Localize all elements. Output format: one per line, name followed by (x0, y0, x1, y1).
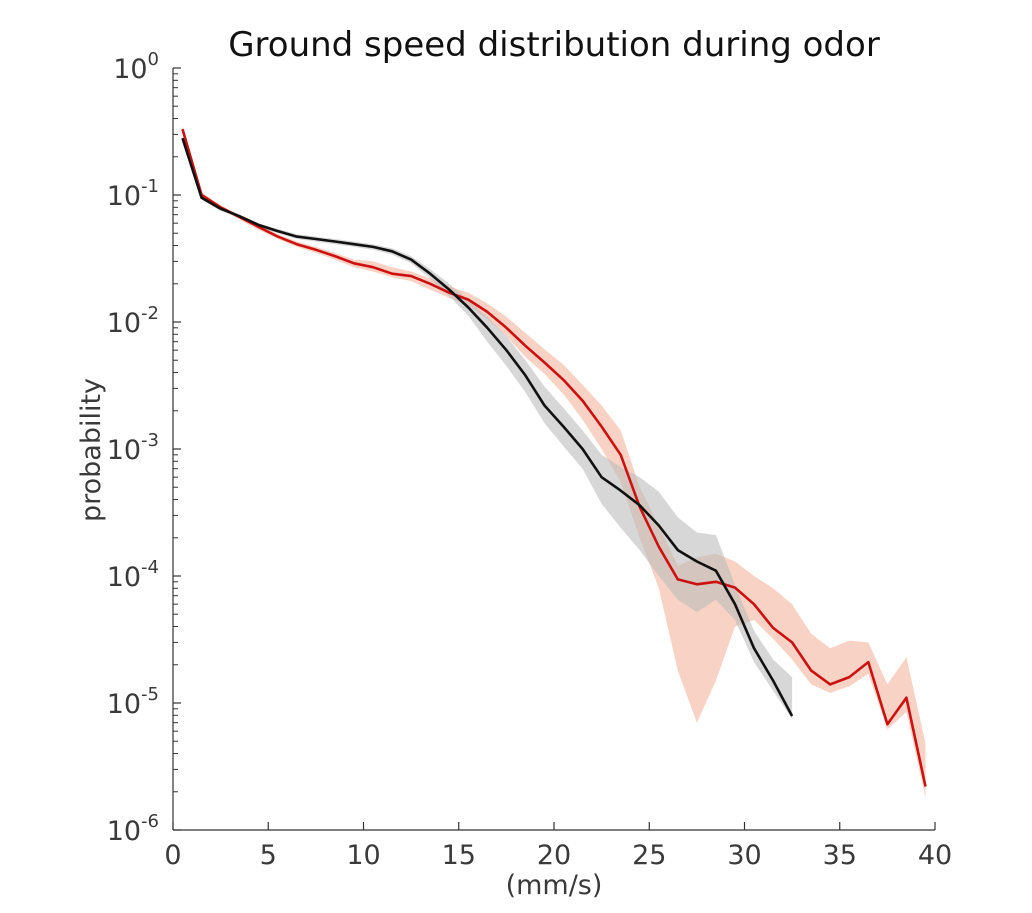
y-tick-label: 10-2 (107, 303, 159, 339)
y-tick-label: 10-5 (107, 684, 159, 720)
x-tick-label: 10 (346, 840, 380, 871)
x-tick-label: 30 (727, 840, 761, 871)
y-ticks: 100 10-1 10-2 10-3 10-4 10-5 10-6 (107, 49, 181, 847)
axes (172, 68, 935, 831)
x-tick-label: 35 (823, 840, 857, 871)
series-2-line (181, 137, 794, 717)
series-lines (181, 128, 927, 787)
x-tick-label: 15 (442, 840, 476, 871)
y-tick-label: 10-3 (107, 430, 159, 466)
x-tick-label: 20 (537, 840, 571, 871)
y-tick-label: 100 (113, 49, 159, 85)
chart-title: Ground speed distribution during odor (228, 25, 880, 65)
series-1-band (182, 125, 926, 798)
y-tick-label: 10-6 (107, 811, 159, 847)
x-tick-label: 40 (918, 840, 952, 871)
y-tick-label: 10-1 (107, 176, 159, 212)
x-tick-label: 5 (260, 840, 277, 871)
x-ticks: 0 5 10 15 20 25 30 35 40 (164, 822, 952, 871)
confidence-bands (182, 125, 926, 798)
y-axis-label: probability (76, 378, 107, 522)
y-tick-label: 10-4 (107, 557, 159, 593)
x-tick-label: 0 (164, 840, 181, 871)
x-tick-label: 25 (632, 840, 666, 871)
x-axis-label: (mm/s) (506, 870, 603, 901)
series-1-line (181, 128, 927, 787)
